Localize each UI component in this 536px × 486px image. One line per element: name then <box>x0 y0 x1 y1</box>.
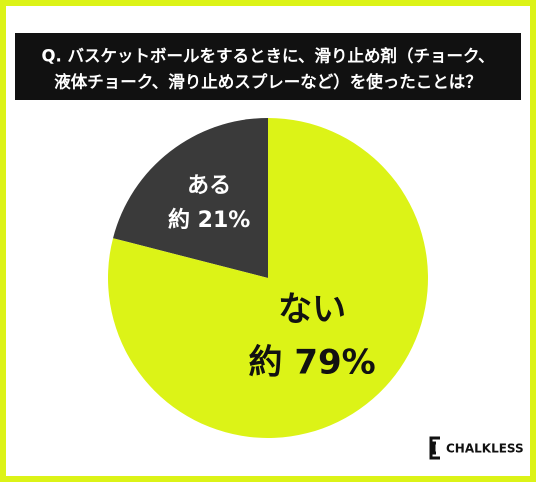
slice-label: ない <box>278 290 346 330</box>
logo: CHALKLESS <box>429 436 524 460</box>
value-label: 約 79% <box>249 342 376 382</box>
logo-mark <box>429 436 440 460</box>
value-label: 約 21% <box>168 207 250 233</box>
chart-title: 液体チョーク、滑り止めスプレーなど）を使ったことは？ <box>54 72 482 92</box>
pie-slice <box>113 118 268 278</box>
pie-slice <box>108 118 428 438</box>
pie: ある約 21% ない約 79% <box>108 118 428 438</box>
slice-label: ある <box>187 174 231 199</box>
chart-title: Q. バスケットボールをするときに、滑り止め剤（チョーク、 <box>41 46 494 66</box>
title-box <box>15 33 521 100</box>
logo-text: CHALKLESS <box>446 442 524 456</box>
